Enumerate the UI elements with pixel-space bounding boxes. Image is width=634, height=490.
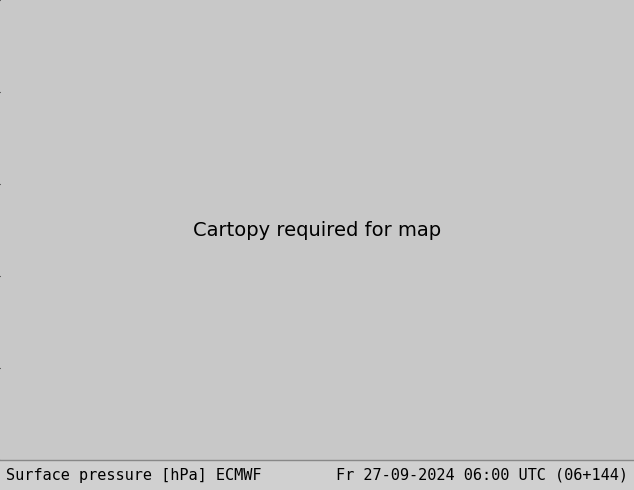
Text: Surface pressure [hPa] ECMWF: Surface pressure [hPa] ECMWF (6, 467, 262, 483)
Text: Cartopy required for map: Cartopy required for map (193, 220, 441, 240)
Text: Fr 27-09-2024 06:00 UTC (06+144): Fr 27-09-2024 06:00 UTC (06+144) (335, 467, 628, 483)
